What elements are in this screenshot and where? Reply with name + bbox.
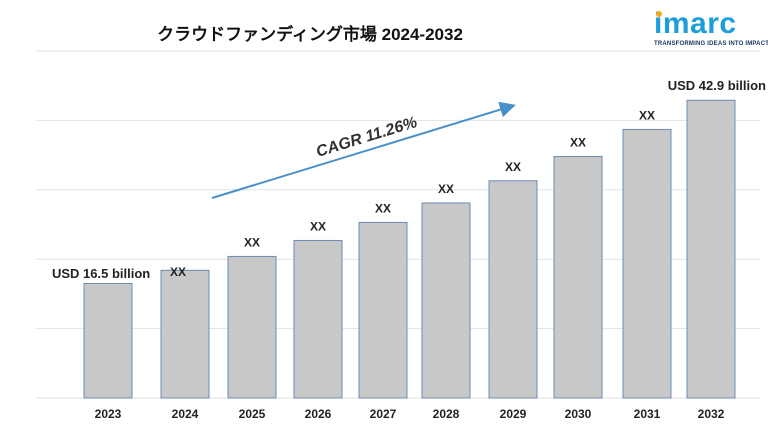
x-tick-label-2027: 2027 <box>370 407 397 421</box>
x-tick-label-2024: 2024 <box>172 407 199 421</box>
data-label-2023: USD 16.5 billion <box>52 266 150 281</box>
data-label-2025: XX <box>244 235 260 249</box>
bars <box>83 99 736 399</box>
data-label-2031: XX <box>639 108 655 122</box>
x-tick-label-2028: 2028 <box>433 407 460 421</box>
bar-2025 <box>227 255 277 399</box>
data-label-2028: XX <box>438 182 454 196</box>
bar-2032 <box>686 99 736 399</box>
x-tick-label-2029: 2029 <box>500 407 527 421</box>
data-label-2026: XX <box>310 219 326 233</box>
data-label-2030: XX <box>570 135 586 149</box>
bar-2023 <box>83 282 133 399</box>
data-labels: USD 16.5 billion XX XX XX XX XX XX XX USD 42.9 b… <box>52 78 766 281</box>
bar-2028 <box>421 202 471 399</box>
x-tick-label-2032: 2032 <box>698 407 725 421</box>
cagr-annotation: CAGR 11.26% <box>314 114 419 161</box>
x-tick-label-2026: 2026 <box>305 407 332 421</box>
cagr-arrow <box>211 101 516 199</box>
data-label-2032: USD 42.9 billion <box>668 78 766 93</box>
x-tick-label-2031: 2031 <box>634 407 661 421</box>
data-label-2027: XX <box>375 201 391 215</box>
bar-2024 <box>160 269 210 399</box>
x-tick-label-2023: 2023 <box>95 407 122 421</box>
logo-word: imarc <box>654 7 737 40</box>
data-label-2029: XX <box>505 160 521 174</box>
bar-2027 <box>358 221 408 399</box>
bar-2026 <box>293 239 343 399</box>
bar-2030 <box>553 155 603 399</box>
x-axis-ticks: 2023 2024 2025 2026 2027 2028 2029 2030 2031 2032 <box>95 407 725 421</box>
x-tick-label-2030: 2030 <box>565 407 592 421</box>
imarc-logo: imarc TRANSFORMING IDEAS INTO IMPACT <box>654 7 768 48</box>
data-label-2024-alt: XX <box>170 265 186 279</box>
logo-tagline: TRANSFORMING IDEAS INTO IMPACT <box>654 41 768 47</box>
bar-2029 <box>488 180 538 399</box>
chart-title: クラウドファンディング市場 2024-2032 <box>157 25 463 44</box>
bar-2031 <box>622 128 672 399</box>
logo-dot-icon <box>656 11 662 17</box>
x-tick-label-2025: 2025 <box>239 407 266 421</box>
